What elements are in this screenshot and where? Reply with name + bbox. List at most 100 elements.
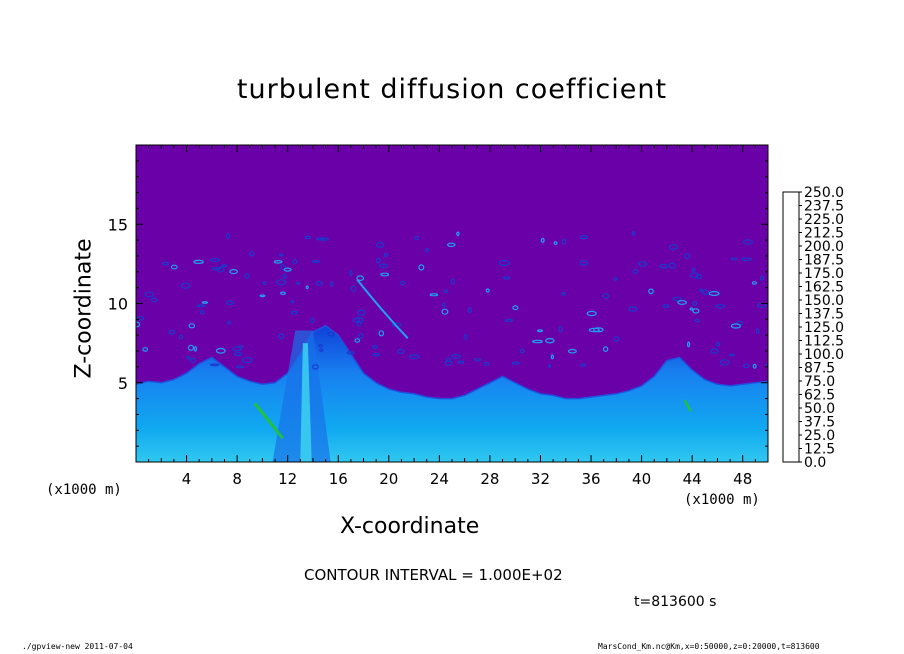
turbulence-patch (241, 357, 253, 364)
turbulence-patch (519, 348, 525, 354)
turbulence-patch (349, 270, 353, 277)
turbulence-patch (356, 275, 365, 282)
turbulence-patch (211, 267, 222, 271)
turbulence-patch (378, 263, 389, 269)
turbulence-patch (628, 306, 638, 312)
turbulence-patch (708, 291, 720, 297)
x-tick-label: 24 (430, 470, 449, 488)
colorbar-label: 225.0 (804, 212, 844, 228)
turbulence-patch (765, 363, 768, 367)
turbulence-patch (259, 294, 266, 298)
turbulence-patch (350, 285, 357, 292)
turbulence-patch (144, 291, 155, 298)
turbulence-patch (262, 281, 267, 286)
colorbar-label: 125.0 (804, 320, 844, 336)
turbulence-patch (196, 304, 206, 308)
colorbar-label: 25.0 (804, 428, 835, 444)
turbulence-patch (715, 341, 721, 347)
turbulence-patch (545, 338, 555, 344)
turbulence-patch (444, 360, 453, 366)
turbulence-patch (305, 285, 309, 290)
turbulence-patch (659, 263, 669, 269)
turbulence-patch (209, 363, 220, 367)
turbulence-patch (690, 272, 700, 279)
turbulence-patch (319, 348, 324, 352)
turbulence-patch (699, 288, 703, 292)
turbulence-patch (429, 293, 439, 297)
turbulence-patch (668, 244, 679, 250)
turbulence-patch (142, 347, 149, 352)
turbulence-patch (234, 352, 243, 357)
turbulence-patch (553, 241, 558, 245)
x-axis-label: X-coordinate (340, 514, 480, 539)
x-tick-label: 4 (182, 470, 192, 488)
convective-plume (272, 330, 331, 462)
turbulence-patch (686, 341, 691, 348)
colorbar-label: 87.5 (804, 361, 835, 377)
turbulence-patch (467, 307, 472, 314)
y-axis-unit: (x1000 m) (46, 482, 122, 498)
turbulence-patch (280, 264, 286, 271)
x-tick-label: 36 (581, 470, 600, 488)
turbulence-patch (662, 304, 670, 309)
turbulence-patch (446, 242, 456, 247)
turbulence-patch (631, 231, 636, 236)
turbulence-patch (354, 338, 361, 343)
turbulence-patch (692, 301, 698, 307)
turbulence-patch (443, 289, 448, 294)
turbulence-patch (536, 329, 543, 333)
turbulence-patch (742, 363, 750, 369)
x-tick-label: 20 (379, 470, 398, 488)
high-value-streak (253, 402, 284, 440)
turbulence-patch (602, 346, 609, 352)
turbulence-patch (752, 363, 757, 369)
turbulence-patch (329, 281, 334, 287)
turbulence-filament (356, 279, 409, 340)
turbulence-patch (684, 253, 691, 259)
turbulence-patch (320, 237, 329, 241)
turbulence-patch (216, 266, 225, 273)
x-tick-label: 48 (733, 470, 752, 488)
x-tick-label: 28 (480, 470, 499, 488)
turbulence-patch (561, 238, 567, 245)
turbulence-patch (296, 282, 301, 285)
turbulence-patch (380, 272, 390, 277)
turbulence-patch (694, 318, 701, 323)
x-tick-label: 40 (632, 470, 651, 488)
turbulence-patch (691, 267, 696, 272)
turbulence-patch (180, 282, 191, 289)
turbulence-patch (276, 279, 287, 286)
turbulence-patch (648, 288, 654, 295)
colorbar-label: 150.0 (804, 293, 844, 309)
turbulence-patch (278, 253, 284, 257)
colorbar-label: 187.5 (804, 253, 844, 269)
turbulence-patch (161, 261, 169, 266)
turbulence-patch (170, 264, 178, 270)
colorbar-frame (782, 191, 800, 463)
turbulence-patch (588, 327, 600, 333)
turbulence-patch (383, 253, 389, 258)
turbulence-patch (505, 318, 514, 322)
turbulence-patch (689, 307, 694, 311)
turbulence-patch (755, 328, 760, 335)
colorbar-label: 250.0 (804, 185, 844, 201)
turbulence-patch (613, 336, 620, 342)
turbulence-patch (315, 281, 324, 286)
turbulence-patch (730, 257, 738, 261)
turbulence-patch (701, 289, 710, 296)
turbulence-patch (741, 257, 752, 262)
turbulence-patch (613, 277, 618, 281)
turbulence-patch (316, 237, 326, 241)
turbulence-patch (637, 261, 648, 267)
y-tick-label: 5 (118, 374, 128, 393)
turbulence-patch (450, 278, 455, 285)
turbulence-patch (474, 358, 482, 362)
turbulence-patch (232, 346, 243, 352)
turbulence-patch (602, 293, 610, 299)
turbulence-patch (579, 260, 589, 266)
turbulence-patch (318, 344, 323, 348)
turbulence-patch (503, 276, 511, 280)
turbulence-patch (201, 301, 209, 304)
turbulence-patch (186, 355, 191, 360)
x-tick-label: 8 (232, 470, 242, 488)
